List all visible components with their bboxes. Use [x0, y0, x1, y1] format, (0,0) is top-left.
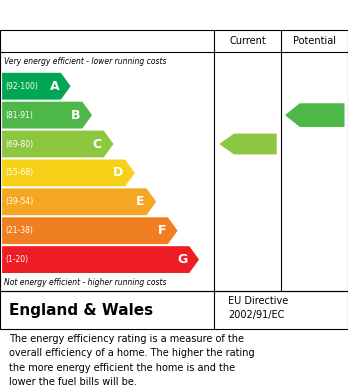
- Text: (92-100): (92-100): [6, 82, 38, 91]
- Text: G: G: [177, 253, 188, 266]
- Text: C: C: [93, 138, 102, 151]
- Polygon shape: [2, 188, 156, 215]
- Polygon shape: [219, 134, 277, 154]
- Text: A: A: [49, 80, 59, 93]
- Polygon shape: [2, 160, 135, 186]
- Text: (1-20): (1-20): [6, 255, 29, 264]
- Polygon shape: [2, 131, 113, 158]
- Text: (55-68): (55-68): [6, 169, 34, 178]
- Polygon shape: [2, 73, 71, 100]
- Text: Current: Current: [229, 36, 266, 46]
- Text: Energy Efficiency Rating: Energy Efficiency Rating: [9, 7, 211, 23]
- Text: Potential: Potential: [293, 36, 336, 46]
- Text: Not energy efficient - higher running costs: Not energy efficient - higher running co…: [4, 278, 167, 287]
- Text: F: F: [158, 224, 166, 237]
- Text: (21-38): (21-38): [6, 226, 33, 235]
- Text: Very energy efficient - lower running costs: Very energy efficient - lower running co…: [4, 57, 167, 66]
- Polygon shape: [285, 103, 345, 127]
- Text: (69-80): (69-80): [6, 140, 34, 149]
- Text: (81-91): (81-91): [6, 111, 33, 120]
- Text: D: D: [113, 167, 123, 179]
- Text: (39-54): (39-54): [6, 197, 34, 206]
- Polygon shape: [2, 246, 199, 273]
- Text: B: B: [71, 109, 80, 122]
- Text: The energy efficiency rating is a measure of the
overall efficiency of a home. T: The energy efficiency rating is a measur…: [9, 334, 254, 387]
- Polygon shape: [2, 217, 177, 244]
- Text: E: E: [136, 195, 145, 208]
- Text: England & Wales: England & Wales: [9, 303, 153, 317]
- Polygon shape: [2, 102, 92, 129]
- Text: EU Directive
2002/91/EC: EU Directive 2002/91/EC: [228, 296, 288, 320]
